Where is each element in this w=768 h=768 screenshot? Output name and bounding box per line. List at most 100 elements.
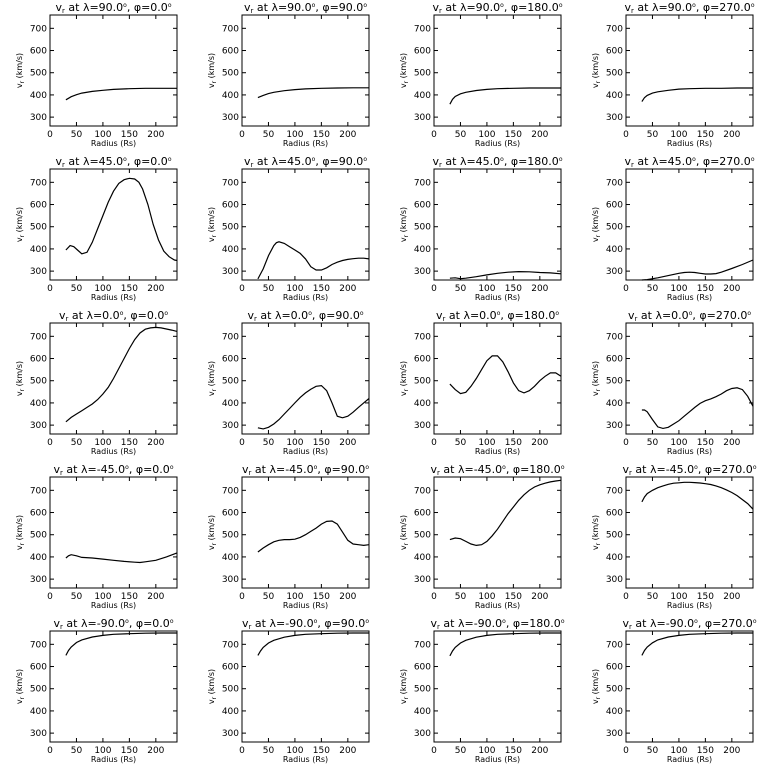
series-line	[641, 259, 754, 281]
y-tick-label: 600	[222, 663, 239, 673]
x-tick-label: 50	[455, 592, 467, 602]
y-axis-label: vr (km/s)	[591, 515, 602, 550]
x-axis-label: Radius (Rs)	[283, 601, 328, 610]
x-tick-label: 0	[431, 438, 437, 448]
y-tick-label: 600	[606, 509, 623, 519]
x-axis-label: Radius (Rs)	[283, 293, 328, 302]
x-tick-label: 0	[431, 592, 437, 602]
x-axis-label: Radius (Rs)	[91, 293, 136, 302]
y-tick-label: 500	[606, 685, 623, 695]
plot-frame	[625, 14, 754, 127]
x-tick-label: 100	[478, 284, 495, 294]
series-line	[641, 481, 754, 510]
x-tick-label: 100	[286, 438, 303, 448]
x-tick-label: 100	[286, 130, 303, 140]
x-tick-label: 50	[71, 284, 83, 294]
panel-title: vr at λ=90.0o, φ=90.0o	[244, 1, 367, 15]
x-axis-label: Radius (Rs)	[667, 139, 712, 148]
x-tick-label: 100	[94, 438, 111, 448]
y-tick-label: 300	[606, 421, 623, 431]
panel-title: vr at λ=0.0o, φ=90.0o	[248, 309, 364, 323]
plot-frame	[49, 476, 178, 589]
plot-frame	[433, 630, 562, 743]
y-axis-label: vr (km/s)	[399, 53, 410, 88]
series-line	[257, 632, 369, 656]
x-axis-label: Radius (Rs)	[667, 447, 712, 456]
x-tick-label: 100	[670, 284, 687, 294]
y-tick-label: 400	[30, 707, 47, 717]
y-tick-label: 700	[222, 640, 239, 650]
y-tick-label: 500	[222, 377, 239, 387]
panel-2: vr at λ=90.0o, φ=90.0o 0 50 100 150 200 300 400…	[207, 1, 370, 148]
y-tick-label: 300	[30, 113, 47, 123]
x-tick-label: 0	[623, 284, 629, 294]
panel-title: vr at λ=0.0o, φ=0.0o	[59, 309, 168, 323]
y-tick-label: 300	[414, 267, 431, 277]
plot-frame	[625, 168, 754, 281]
panel-6: vr at λ=45.0o, φ=90.0o 0 50 100 150 200 300 400…	[207, 155, 370, 302]
y-tick-label: 600	[222, 201, 239, 211]
x-tick-label: 100	[670, 592, 687, 602]
panel-13: vr at λ=-45.0o, φ=0.0o 0 50 100 150 200 300 400…	[15, 463, 178, 610]
x-tick-label: 100	[478, 592, 495, 602]
plot-frame	[433, 322, 562, 435]
panel-3: vr at λ=90.0o, φ=180.0o 0 50 100 150 200 300 40…	[399, 1, 563, 148]
plot-frame	[625, 322, 754, 435]
x-tick-label: 150	[313, 130, 330, 140]
panel-10: vr at λ=0.0o, φ=90.0o 0 50 100 150 200 300 400 5…	[207, 309, 370, 456]
x-tick-label: 100	[286, 746, 303, 756]
plot-frame	[241, 630, 370, 743]
y-tick-label: 400	[30, 399, 47, 409]
y-tick-label: 500	[414, 377, 431, 387]
y-axis-label: vr (km/s)	[15, 515, 26, 550]
y-tick-label: 600	[222, 47, 239, 57]
y-tick-label: 500	[30, 223, 47, 233]
y-tick-label: 500	[606, 531, 623, 541]
y-axis-label: vr (km/s)	[207, 515, 218, 550]
x-tick-label: 50	[71, 438, 83, 448]
y-axis-label: vr (km/s)	[207, 361, 218, 396]
y-tick-label: 500	[30, 69, 47, 79]
panel-16: vr at λ=-45.0o, φ=270.0o 0 50 100 150 200 300 4…	[591, 463, 757, 610]
y-axis-label: vr (km/s)	[399, 669, 410, 704]
y-tick-label: 500	[30, 685, 47, 695]
y-axis-label: vr (km/s)	[591, 53, 602, 88]
y-tick-label: 700	[414, 640, 431, 650]
x-tick-label: 150	[313, 284, 330, 294]
panel-title: vr at λ=-90.0o, φ=0.0o	[54, 617, 174, 631]
y-tick-label: 500	[606, 69, 623, 79]
x-tick-label: 150	[505, 592, 522, 602]
x-tick-label: 200	[723, 746, 740, 756]
x-tick-label: 50	[71, 592, 83, 602]
x-tick-label: 50	[71, 746, 83, 756]
y-tick-label: 400	[30, 91, 47, 101]
x-tick-label: 200	[147, 746, 164, 756]
x-tick-label: 150	[313, 438, 330, 448]
y-axis-label: vr (km/s)	[207, 207, 218, 242]
x-tick-label: 50	[647, 130, 659, 140]
y-tick-label: 600	[222, 509, 239, 519]
x-tick-label: 200	[531, 438, 548, 448]
x-tick-label: 50	[647, 284, 659, 294]
y-tick-label: 300	[414, 575, 431, 585]
y-axis-label: vr (km/s)	[207, 53, 218, 88]
x-tick-label: 150	[697, 438, 714, 448]
panel-title: vr at λ=-90.0o, φ=90.0o	[242, 617, 369, 631]
y-tick-label: 500	[222, 531, 239, 541]
x-axis-label: Radius (Rs)	[475, 447, 520, 456]
x-tick-label: 100	[478, 438, 495, 448]
y-axis-label: vr (km/s)	[15, 669, 26, 704]
y-tick-label: 600	[30, 47, 47, 57]
x-axis-label: Radius (Rs)	[91, 447, 136, 456]
series-line	[65, 177, 178, 262]
y-axis-label: vr (km/s)	[15, 361, 26, 396]
x-tick-label: 100	[94, 592, 111, 602]
x-tick-label: 0	[623, 746, 629, 756]
plot-frame	[49, 168, 178, 281]
y-tick-label: 500	[414, 223, 431, 233]
x-axis-label: Radius (Rs)	[475, 755, 520, 764]
x-tick-label: 200	[339, 746, 356, 756]
x-tick-label: 150	[505, 438, 522, 448]
y-tick-label: 500	[414, 69, 431, 79]
y-tick-label: 400	[606, 399, 623, 409]
